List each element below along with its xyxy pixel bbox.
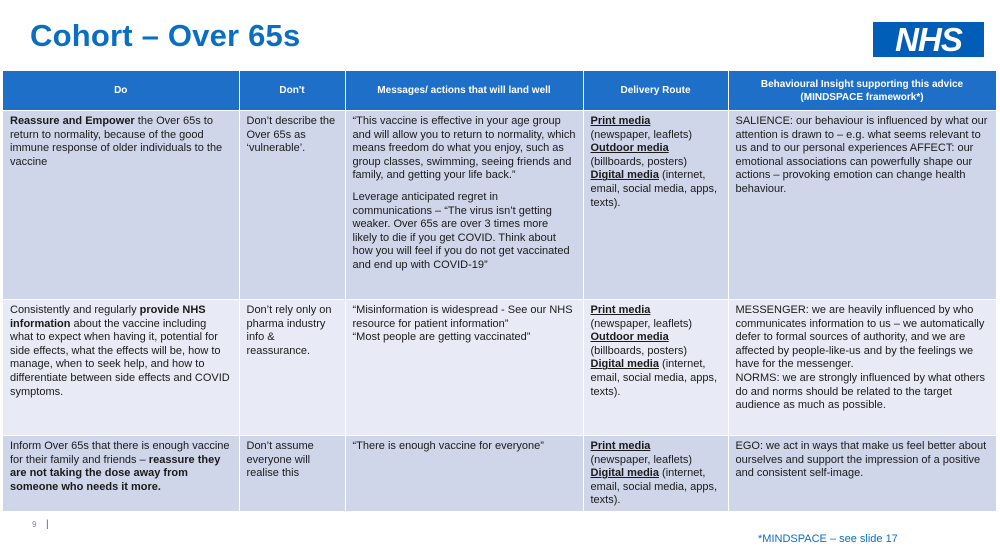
do-cell: Inform Over 65s that there is enough vac… [3,434,240,511]
column-header-do: Do [3,71,240,111]
messages-cell: “Misinformation is widespread - See our … [345,299,584,436]
digital-media-detail: (internet, email, social media, apps, te… [590,467,718,507]
column-header-messages: Messages/ actions that will land well [345,71,584,111]
footer-separator: | [46,519,49,530]
messages-cell: “This vaccine is effective in your age g… [345,110,584,300]
table-row: Consistently and regularly provide NHS i… [3,299,997,436]
print-media-detail: (newspaper, leaflets) [590,453,693,466]
do-cell: Reassure and Empower the Over 65s to ret… [3,110,240,300]
do-text: about the vaccine including what to expe… [10,317,230,398]
outdoor-media-detail: (billboards, posters) [590,155,688,168]
outdoor-media-label: Outdoor media [590,331,669,344]
message-text: “Misinformation is widespread - See our … [352,304,573,330]
insight-text: NORMS: we are strongly influenced by wha… [735,371,985,412]
digital-media-detail: (internet, email, social media, apps, te… [590,169,718,209]
do-text: Inform Over 65s that there is enough vac… [10,440,230,466]
digital-media-label: Digital media [590,467,659,480]
messages-cell: “There is enough vaccine for everyone” [345,434,584,511]
guidance-table: Do Don't Messages/ actions that will lan… [3,71,997,511]
dont-cell: Don’t rely only on pharma industry info … [239,299,346,436]
outdoor-media-detail: (billboards, posters) [590,344,688,357]
table-row: Inform Over 65s that there is enough vac… [3,434,997,511]
footnote: *MINDSPACE – see slide 17 [758,533,898,545]
do-emphasis: reassure they are not taking the dose aw… [10,453,221,493]
page-number: 9 [32,520,37,529]
column-header-delivery: Delivery Route [583,71,729,111]
insight-cell: EGO: we act in ways that make us feel be… [728,434,997,511]
delivery-cell: Print media (newspaper, leaflets) Digita… [583,434,729,511]
digital-media-label: Digital media [590,358,659,371]
column-header-insight: Behavioural Insight supporting this advi… [728,71,997,111]
print-media-detail: (newspaper, leaflets) [590,317,693,330]
do-text: the Over 65s to return to normality, bec… [10,115,223,168]
table-header-row: Do Don't Messages/ actions that will lan… [3,71,997,111]
delivery-cell: Print media (newspaper, leaflets) Outdoo… [583,299,729,436]
print-media-label: Print media [590,440,651,452]
insight-header-line-1: Behavioural Insight supporting this advi… [760,78,964,90]
message-text: Leverage anticipated regret in communica… [352,190,570,271]
page-title: Cohort – Over 65s [30,18,301,53]
insight-header-line-2: (MINDSPACE framework*) [800,91,924,103]
outdoor-media-label: Outdoor media [590,142,669,155]
print-media-label: Print media [590,115,651,127]
digital-media-label: Digital media [590,169,659,182]
message-text: “This vaccine is effective in your age g… [352,115,576,182]
table-row: Reassure and Empower the Over 65s to ret… [3,110,997,300]
delivery-cell: Print media (newspaper, leaflets) Outdoo… [583,110,729,300]
print-media-label: Print media [590,304,651,316]
print-media-detail: (newspaper, leaflets) [590,128,693,141]
insight-text: MESSENGER: we are heavily influenced by … [735,304,985,371]
do-cell: Consistently and regularly provide NHS i… [3,299,240,436]
do-emphasis: Reassure and Empower [10,115,135,127]
dont-cell: Don’t describe the Over 65s as ‘vulnerab… [239,110,346,300]
message-text: “Most people are getting vaccinated” [352,331,531,344]
digital-media-detail: (internet, email, social media, apps, te… [590,358,718,398]
insight-cell: MESSENGER: we are heavily influenced by … [728,299,997,436]
insight-cell: SALIENCE: our behaviour is influenced by… [728,110,997,300]
nhs-logo: NHS [873,22,984,57]
column-header-dont: Don't [239,71,346,111]
do-text: Consistently and regularly [10,304,140,316]
dont-cell: Don’t assume everyone will realise this [239,434,346,511]
do-emphasis: provide NHS information [10,304,206,330]
